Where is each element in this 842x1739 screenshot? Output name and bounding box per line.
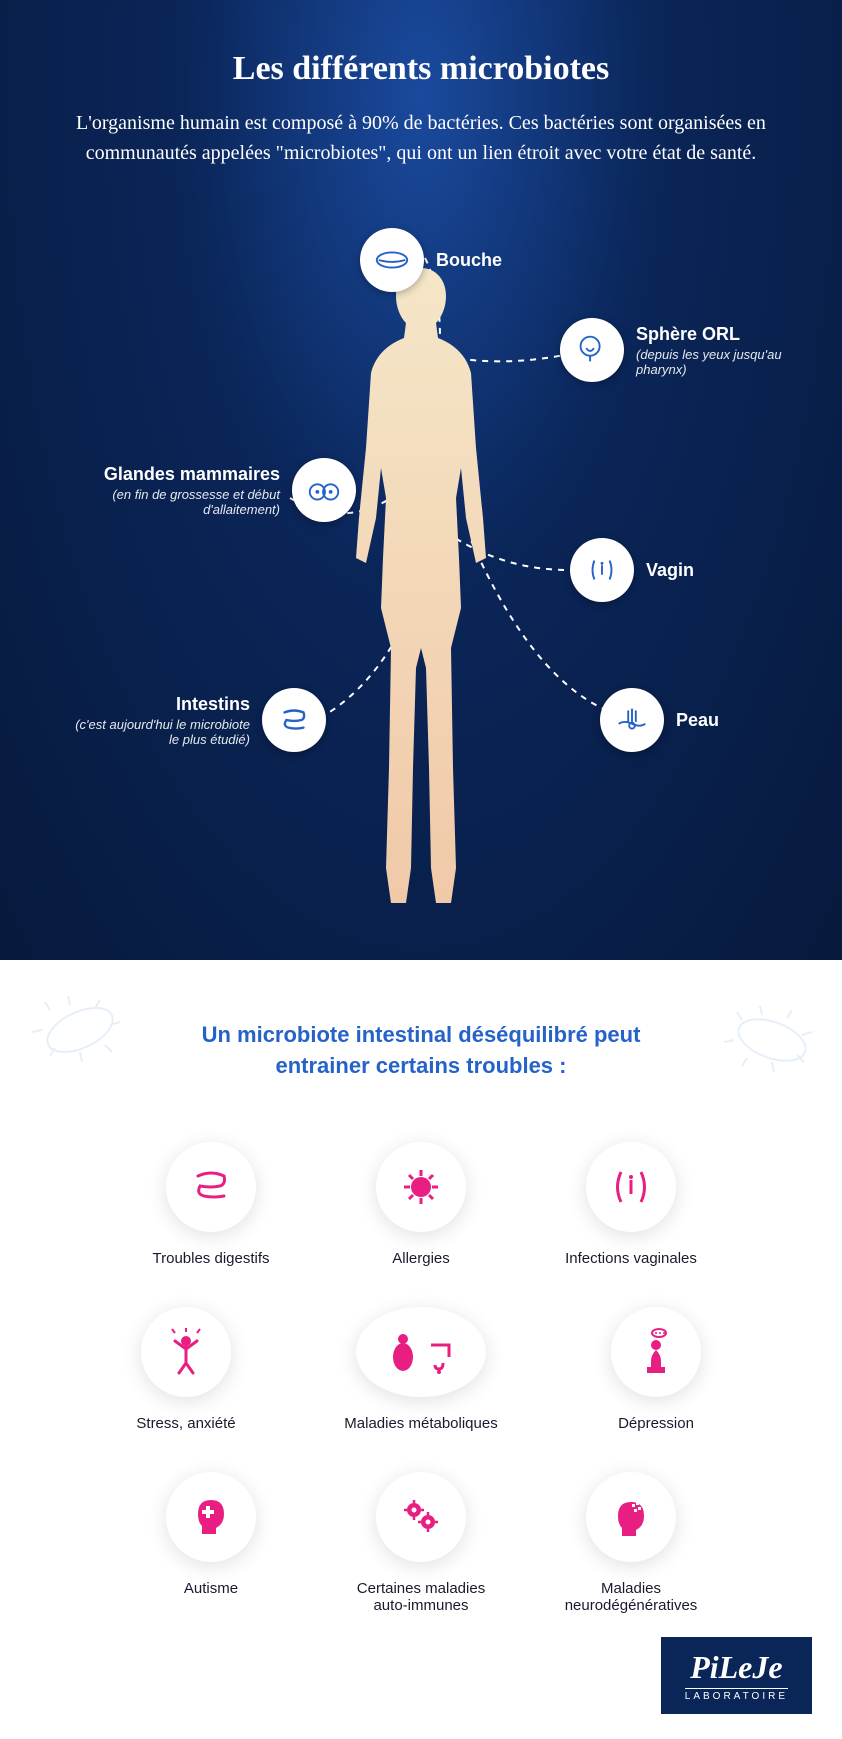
allergy-icon bbox=[376, 1142, 466, 1232]
troubles-section: Un microbiote intestinal déséquilibré pe… bbox=[0, 960, 842, 1714]
mammary-icon bbox=[292, 458, 356, 522]
callout-vagin: Vagin bbox=[570, 538, 694, 602]
metabolic-icon bbox=[356, 1307, 486, 1397]
card-autisme: Autisme bbox=[136, 1472, 286, 1614]
section2-title: Un microbiote intestinal déséquilibré pe… bbox=[171, 1020, 671, 1082]
hero-section: Les différents microbiotes L'organisme h… bbox=[0, 0, 842, 960]
stress-icon bbox=[141, 1307, 231, 1397]
card-allergies: Allergies bbox=[346, 1142, 496, 1267]
callout-glandes: Glandes mammaires(en fin de grossesse et… bbox=[100, 458, 356, 522]
intro-text: L'organisme humain est composé à 90% de … bbox=[71, 108, 771, 168]
bacteria-decoration-left bbox=[20, 990, 140, 1070]
brand-logo: PiLeJe LABORATOIRE bbox=[661, 1637, 812, 1714]
troubles-grid: Troubles digestifs Allergies Infections … bbox=[41, 1142, 801, 1614]
card-metaboliques: Maladies métaboliques bbox=[321, 1307, 521, 1432]
callout-peau: Peau bbox=[600, 688, 719, 752]
autoimmune-icon bbox=[376, 1472, 466, 1562]
card-neuro: Maladies neurodégénératives bbox=[556, 1472, 706, 1614]
card-vaginales: Infections vaginales bbox=[556, 1142, 706, 1267]
callout-bouche: Bouche bbox=[360, 228, 502, 292]
card-autoimmunes: Certaines maladies auto-immunes bbox=[346, 1472, 496, 1614]
vagina-icon bbox=[570, 538, 634, 602]
card-stress: Stress, anxiété bbox=[111, 1307, 261, 1432]
body-silhouette bbox=[331, 268, 511, 908]
vaginal-icon bbox=[586, 1142, 676, 1232]
mouth-icon bbox=[360, 228, 424, 292]
depression-icon bbox=[611, 1307, 701, 1397]
neuro-icon bbox=[586, 1472, 676, 1562]
intestine-icon bbox=[262, 688, 326, 752]
bacteria-decoration-right bbox=[712, 1000, 832, 1080]
card-digestifs: Troubles digestifs bbox=[136, 1142, 286, 1267]
card-depression: Dépression bbox=[581, 1307, 731, 1432]
page-title: Les différents microbiotes bbox=[40, 50, 802, 88]
callout-intestins: Intestins(c'est aujourd'hui le microbiot… bbox=[70, 688, 326, 752]
skin-icon bbox=[600, 688, 664, 752]
callout-orl: Sphère ORL(depuis les yeux jusqu'au phar… bbox=[560, 318, 802, 382]
intestine-icon bbox=[166, 1142, 256, 1232]
orl-icon bbox=[560, 318, 624, 382]
body-diagram: Bouche Sphère ORL(depuis les yeux jusqu'… bbox=[40, 208, 802, 908]
autism-icon bbox=[166, 1472, 256, 1562]
